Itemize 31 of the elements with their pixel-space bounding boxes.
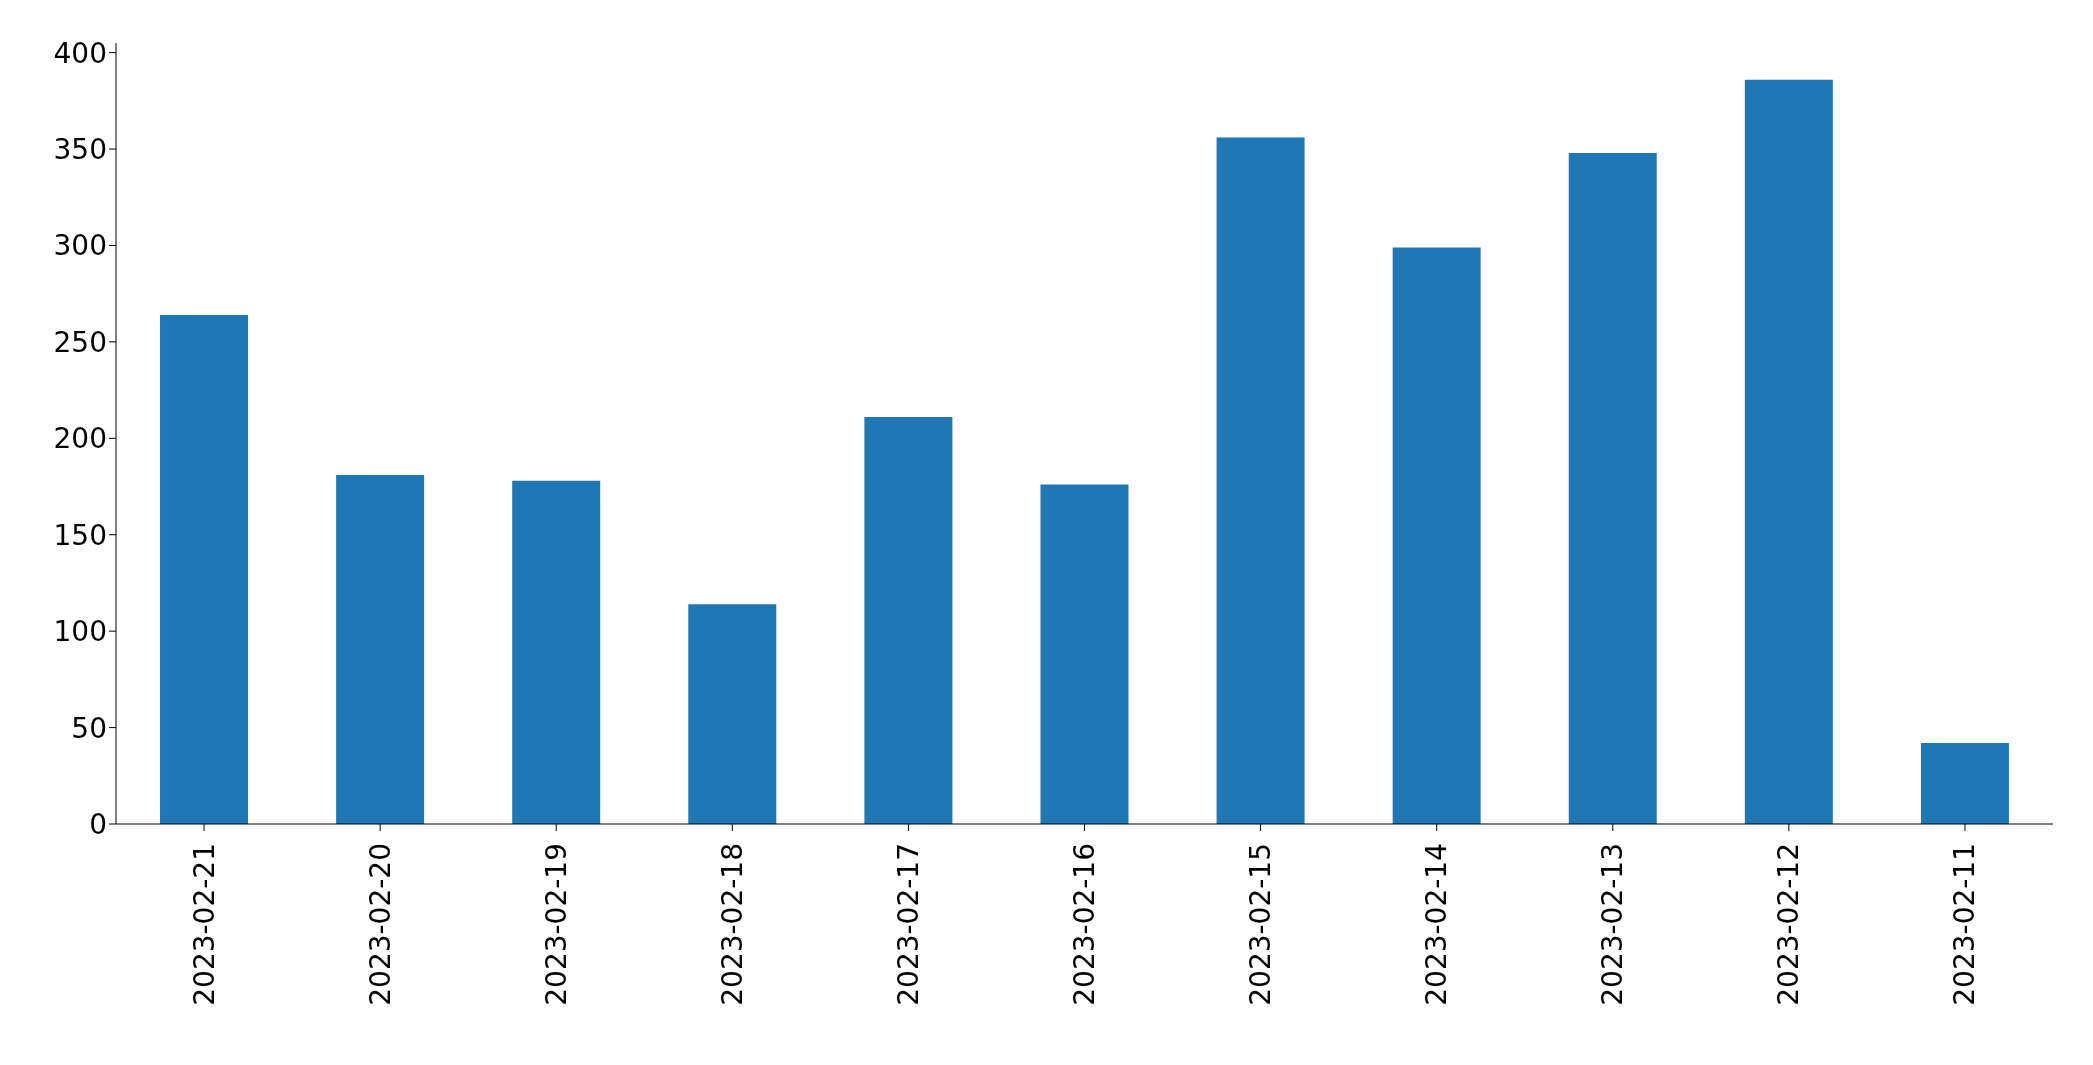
- bar: [512, 480, 601, 824]
- y-tick-label: 0: [89, 807, 107, 841]
- bar: [1392, 247, 1481, 824]
- bar: [864, 417, 953, 824]
- y-tick-label: 200: [53, 422, 107, 456]
- bar: [1920, 743, 2009, 824]
- y-tick-label: 400: [53, 36, 107, 70]
- y-tick-label: 50: [71, 711, 107, 745]
- x-tick-label: 2023-02-12: [1772, 843, 1806, 1006]
- y-tick-label: 150: [53, 518, 107, 552]
- y-tick-label: 100: [53, 615, 107, 649]
- bar: [1040, 484, 1129, 824]
- x-tick-label: 2023-02-13: [1596, 843, 1630, 1006]
- y-tick-label: 350: [53, 133, 107, 166]
- bar: [1568, 152, 1657, 824]
- x-tick-label: 2023-02-21: [187, 843, 221, 1006]
- bar: [336, 474, 425, 824]
- x-tick-label: 2023-02-18: [715, 843, 749, 1006]
- bar: [160, 314, 249, 824]
- bar: [1216, 137, 1305, 824]
- x-tick-label: 2023-02-20: [363, 843, 397, 1006]
- x-tick-label: 2023-02-16: [1068, 843, 1101, 1006]
- x-tick-label: 2023-02-15: [1244, 843, 1278, 1006]
- bar: [1744, 79, 1833, 824]
- y-tick-label: 250: [53, 325, 107, 359]
- x-tick-label: 2023-02-17: [891, 843, 925, 1006]
- bar: [688, 604, 777, 824]
- x-tick-label: 2023-02-11: [1948, 843, 1982, 1006]
- x-tick-label: 2023-02-14: [1420, 843, 1454, 1006]
- x-tick-label: 2023-02-19: [539, 843, 573, 1006]
- y-tick-label: 300: [53, 229, 107, 263]
